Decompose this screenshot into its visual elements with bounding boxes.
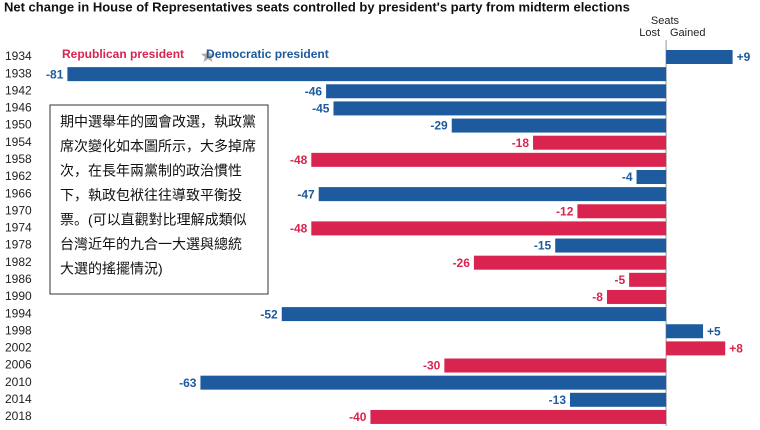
y-tick-label: 1970 — [5, 203, 32, 217]
y-tick-label: 1938 — [5, 66, 32, 80]
value-label: -45 — [312, 102, 330, 116]
gained-label: Gained — [670, 27, 705, 39]
bar — [636, 169, 667, 184]
y-tick-label: 1974 — [5, 221, 32, 235]
axis-title: Seats — [651, 15, 680, 27]
y-tick-label: 2002 — [5, 341, 32, 355]
value-label: -40 — [349, 410, 367, 424]
y-tick-label: 1998 — [5, 323, 32, 337]
annotation-line: 台灣近年的九合一大選與總統 — [60, 236, 242, 252]
bar — [311, 152, 667, 167]
y-tick-label: 2014 — [5, 392, 32, 406]
value-label: -81 — [46, 67, 64, 81]
value-label: -13 — [549, 393, 567, 407]
bar — [533, 135, 667, 150]
y-tick-label: 1966 — [5, 186, 32, 200]
legend-label: Republican president — [62, 47, 184, 61]
annotation-line: 次，在長年兩黨制的政治慣性 — [60, 163, 242, 179]
y-tick-label: 2010 — [5, 375, 32, 389]
value-label: -47 — [297, 187, 315, 201]
bar — [666, 50, 733, 64]
annotation-line: 大選的搖擺情況) — [60, 261, 163, 277]
annotation-line: 席次變化如本圖所示，大多掉席 — [60, 138, 256, 154]
bar — [200, 375, 667, 390]
value-label: -63 — [179, 376, 197, 390]
y-tick-label: 2006 — [5, 358, 32, 372]
bar — [629, 272, 667, 287]
value-label: -29 — [430, 119, 448, 133]
y-tick-label: 1978 — [5, 238, 32, 252]
y-tick-label: 1934 — [5, 49, 32, 63]
bar — [606, 289, 667, 304]
y-tick-label: 1954 — [5, 135, 32, 149]
bar — [318, 187, 667, 202]
y-tick-label: 1950 — [5, 118, 32, 132]
value-label: -4 — [622, 170, 633, 184]
bar — [473, 255, 667, 270]
bar — [444, 358, 667, 373]
value-label: -30 — [423, 359, 441, 373]
value-label: +9 — [737, 50, 751, 64]
bar — [333, 101, 667, 116]
y-tick-label: 1994 — [5, 306, 32, 320]
bar — [67, 67, 667, 82]
y-tick-label: 2018 — [5, 409, 32, 423]
value-label: -5 — [614, 273, 625, 287]
bar — [555, 238, 667, 253]
bar — [311, 221, 667, 236]
chart-title: Net change in House of Representatives s… — [4, 0, 630, 14]
legend-star — [201, 49, 215, 62]
annotation-line: 票。(可以直觀對比理解成類似 — [60, 212, 247, 228]
value-label: -46 — [305, 84, 323, 98]
y-tick-label: 1986 — [5, 272, 32, 286]
y-tick-label: 1990 — [5, 289, 32, 303]
bar — [577, 204, 667, 219]
y-tick-label: 1982 — [5, 255, 32, 269]
bar — [370, 409, 667, 424]
annotation-line: 下，執政包袱往往導致平衡投 — [60, 187, 242, 203]
bar — [451, 118, 667, 133]
value-label: -26 — [453, 256, 471, 270]
value-label: -18 — [512, 136, 530, 150]
value-label: -12 — [556, 204, 574, 218]
bar — [281, 307, 667, 322]
bar — [666, 324, 704, 339]
y-tick-label: 1942 — [5, 83, 32, 97]
bar — [570, 392, 667, 407]
value-label: -8 — [592, 290, 603, 304]
annotation-box — [49, 104, 269, 295]
y-tick-label: 1946 — [5, 101, 32, 115]
value-label: -48 — [290, 222, 308, 236]
value-label: +8 — [729, 342, 743, 356]
y-tick-label: 1962 — [5, 169, 32, 183]
y-tick-label: 1958 — [5, 152, 32, 166]
value-label: -52 — [260, 307, 278, 321]
legend-label: Democratic president — [206, 47, 329, 61]
value-label: -48 — [290, 153, 308, 167]
value-label: +5 — [707, 324, 721, 338]
bar — [326, 84, 667, 99]
lost-label: Lost — [639, 27, 660, 39]
annotation-line: 期中選舉年的國會改選，執政黨 — [60, 114, 256, 130]
bar — [666, 341, 726, 356]
value-label: -15 — [534, 239, 552, 253]
